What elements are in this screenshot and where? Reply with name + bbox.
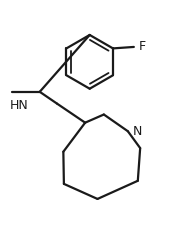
Text: N: N [132,125,142,138]
Text: F: F [139,40,146,52]
Text: HN: HN [10,99,29,112]
